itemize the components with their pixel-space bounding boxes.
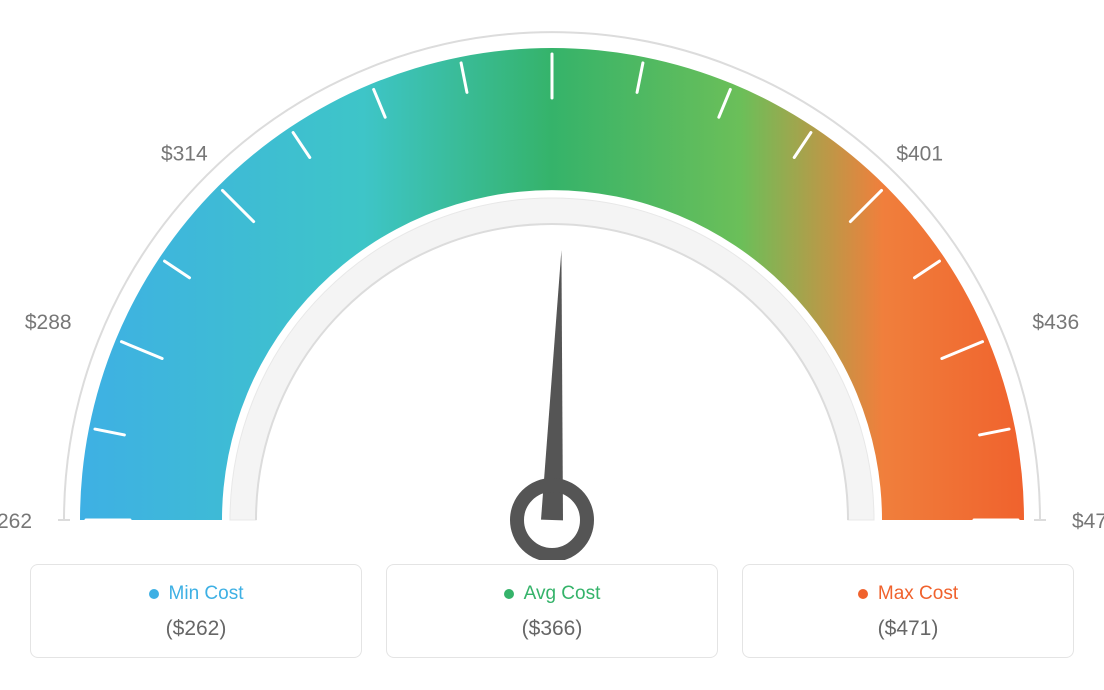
legend-title-text: Avg Cost bbox=[524, 583, 601, 605]
gauge-tick-label: $471 bbox=[1072, 510, 1104, 533]
gauge-tick-label: $366 bbox=[529, 0, 576, 3]
gauge-svg: $262 $288 $314 $366 $401 $436 $471 bbox=[0, 0, 1104, 560]
legend-value-min: ($262) bbox=[41, 617, 351, 641]
legend-title-min: Min Cost bbox=[149, 583, 244, 605]
legend-title-text: Max Cost bbox=[878, 583, 958, 605]
legend-value-max: ($471) bbox=[753, 617, 1063, 641]
legend-dot-icon bbox=[504, 589, 514, 599]
legend-title-text: Min Cost bbox=[169, 583, 244, 605]
cost-gauge-chart: $262 $288 $314 $366 $401 $436 $471 bbox=[0, 0, 1104, 560]
legend-dot-icon bbox=[858, 589, 868, 599]
gauge-tick-label: $401 bbox=[896, 142, 943, 165]
gauge-tick-label: $314 bbox=[161, 142, 208, 165]
legend-card-max: Max Cost ($471) bbox=[742, 564, 1074, 658]
legend-card-min: Min Cost ($262) bbox=[30, 564, 362, 658]
legend-title-avg: Avg Cost bbox=[504, 583, 601, 605]
legend-dot-icon bbox=[149, 589, 159, 599]
legend-title-max: Max Cost bbox=[858, 583, 958, 605]
gauge-tick-label: $288 bbox=[25, 311, 72, 334]
legend-row: Min Cost ($262) Avg Cost ($366) Max Cost… bbox=[0, 564, 1104, 658]
legend-card-avg: Avg Cost ($366) bbox=[386, 564, 718, 658]
gauge-tick-label: $436 bbox=[1032, 311, 1079, 334]
legend-value-avg: ($366) bbox=[397, 617, 707, 641]
gauge-tick-label: $262 bbox=[0, 510, 32, 533]
